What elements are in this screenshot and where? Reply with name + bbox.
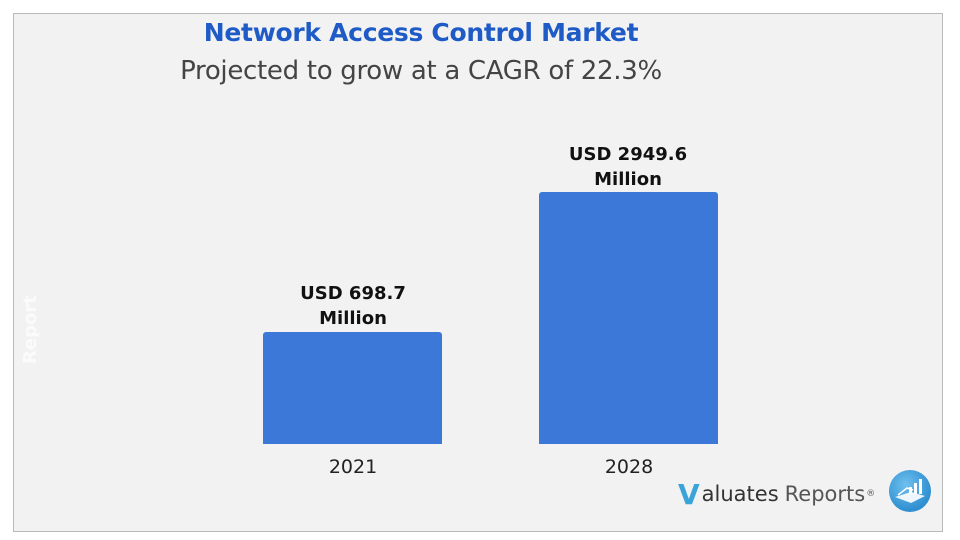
registered-mark: ® [866,489,876,499]
bar-value-line1: USD 2949.6 [568,144,688,165]
x-axis-label-2028: 2028 [604,456,654,478]
chart-globe-icon [889,470,931,512]
chart-panel [13,13,943,532]
bar-value-line2: Million [319,308,387,329]
bar-2028 [539,192,718,444]
chart-title: Network Access Control Market [203,18,639,47]
logo-v-mark: V [678,477,700,511]
bar-value-label-2021: USD 698.7 Million [243,281,463,331]
watermark: Report [20,295,41,365]
bar-2021 [263,332,442,444]
x-axis-label-2021: 2021 [328,456,378,478]
bar-value-label-2028: USD 2949.6 Million [518,142,738,192]
logo-text-reports: Reports [784,482,866,506]
bar-value-line2: Million [594,169,662,190]
chart-subtitle: Projected to grow at a CAGR of 22.3% [180,56,662,86]
valuates-reports-logo: V aluates Reports ® [678,474,875,514]
logo-text-valuates: aluates [701,482,779,506]
bar-value-line1: USD 698.7 [300,283,406,304]
